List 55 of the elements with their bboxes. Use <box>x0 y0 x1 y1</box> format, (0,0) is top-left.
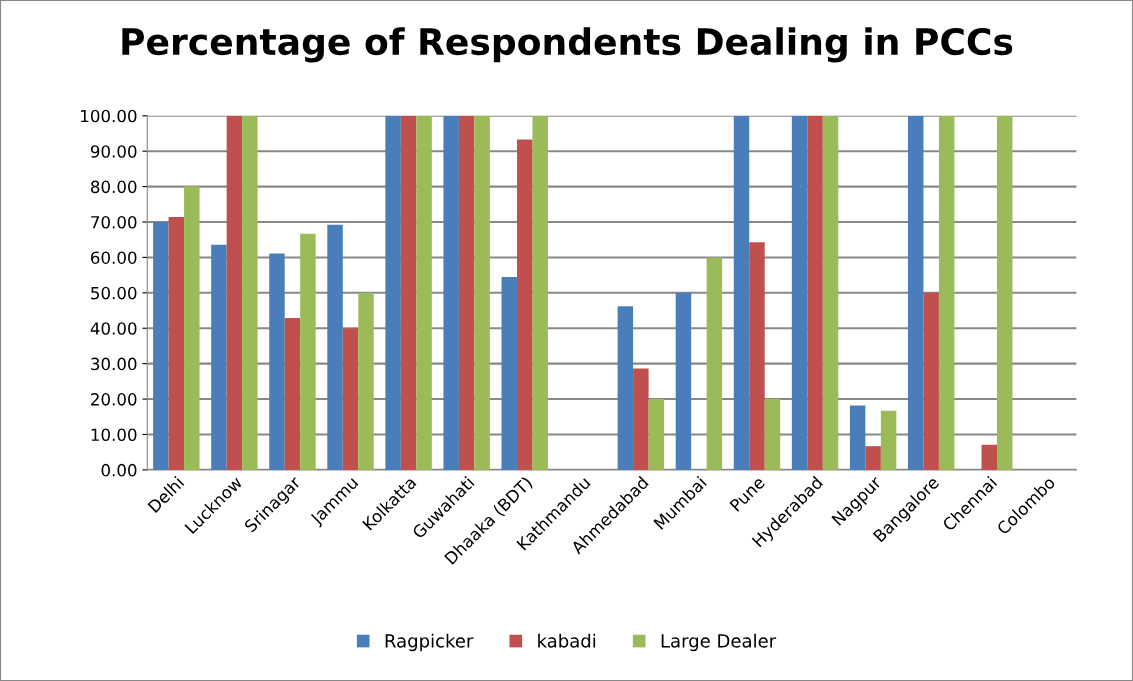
bar <box>474 115 490 470</box>
bar <box>300 233 316 470</box>
bar <box>706 257 723 470</box>
bar <box>981 444 997 470</box>
bar <box>211 244 227 470</box>
bar <box>749 242 765 470</box>
y-tick-label: 30.00 <box>91 357 137 371</box>
legend-label: Large Dealer <box>661 633 777 652</box>
bar <box>416 115 432 470</box>
bar <box>617 306 634 470</box>
bar <box>226 115 243 470</box>
bar <box>996 115 1013 470</box>
bar <box>822 115 839 470</box>
y-tick-label: 40.00 <box>90 322 137 335</box>
bar <box>764 399 781 470</box>
bar <box>400 115 417 470</box>
bar <box>342 328 359 470</box>
y-tick-label: 50.00 <box>91 286 137 300</box>
bar <box>807 115 823 470</box>
y-tick-label: 80.00 <box>90 180 137 194</box>
bar <box>880 410 897 470</box>
y-tick-label: 90.00 <box>90 145 137 158</box>
bar <box>385 115 401 470</box>
bar <box>168 217 185 470</box>
bar <box>269 253 285 470</box>
bar <box>501 276 517 470</box>
legend-label: Ragpicker <box>385 633 474 652</box>
bar <box>532 115 548 470</box>
legend-label: kabadi <box>538 633 596 648</box>
bar <box>327 224 343 470</box>
bar <box>242 115 258 470</box>
bar <box>865 446 881 470</box>
bar <box>648 399 665 470</box>
y-tick-label: 20.00 <box>91 393 137 406</box>
bar <box>358 292 374 470</box>
bar <box>675 292 692 470</box>
bar <box>284 317 301 470</box>
bar <box>923 292 939 470</box>
bar <box>443 115 459 470</box>
y-tick-label: 10.00 <box>91 428 137 442</box>
bar <box>516 139 533 470</box>
bar <box>907 115 924 470</box>
bar <box>938 115 955 470</box>
y-tick-label: 100.00 <box>81 109 137 123</box>
bar <box>184 186 200 470</box>
bar <box>458 115 475 470</box>
y-tick-label: 70.00 <box>91 215 137 229</box>
bar <box>849 405 866 470</box>
bar <box>791 115 808 470</box>
bar <box>153 222 169 470</box>
bar <box>733 115 750 470</box>
bar <box>633 368 649 470</box>
y-tick-label: 60.00 <box>91 251 137 264</box>
y-tick-label: 0.00 <box>101 463 137 477</box>
chart-title: Percentage of Respondents Dealing in PCCs <box>122 27 1013 63</box>
